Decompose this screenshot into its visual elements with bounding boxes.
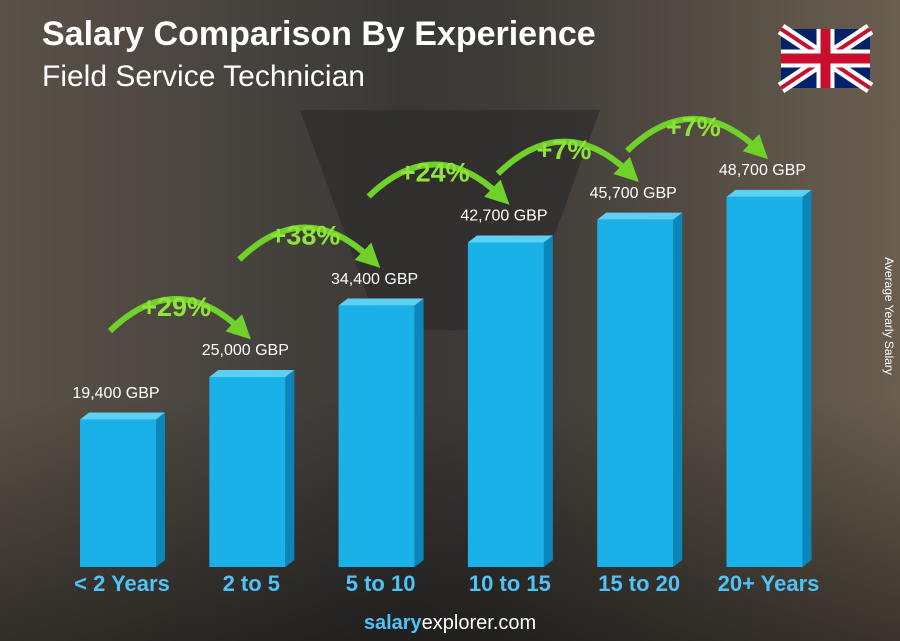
bar-side xyxy=(285,370,295,567)
bar-side xyxy=(414,298,424,567)
source-brand: salary xyxy=(364,612,423,634)
increase-label: +7% xyxy=(537,135,592,165)
source: salaryexplorer.com xyxy=(364,612,536,634)
increase-arrow xyxy=(366,161,510,205)
value-label: 42,700 GBP xyxy=(460,208,547,225)
bar xyxy=(209,377,286,567)
chart-subtitle: Field Service Technician xyxy=(42,60,365,93)
bar xyxy=(726,196,803,567)
bar-top xyxy=(467,235,553,243)
flag xyxy=(777,23,874,94)
increase-arrow xyxy=(495,138,639,183)
y-axis-label: Average Yearly Salary xyxy=(882,257,896,375)
bar-top xyxy=(597,212,683,220)
x-tick-label: < 2 Years xyxy=(74,571,170,596)
increase-arrow xyxy=(237,224,381,268)
chart-title: Salary Comparison By Experience xyxy=(42,15,596,53)
x-tick-label: 10 to 15 xyxy=(469,571,551,596)
bar-top xyxy=(209,370,295,377)
increase-label: +38% xyxy=(271,221,341,251)
bar-side xyxy=(802,189,812,567)
increase-label: +29% xyxy=(141,292,211,322)
x-tick-label: 20+ Years xyxy=(718,571,820,596)
bar xyxy=(597,219,674,567)
increase-arrow xyxy=(625,116,769,160)
x-tick-label: 2 to 5 xyxy=(223,571,280,596)
value-label: 48,700 GBP xyxy=(719,162,806,179)
bar-side xyxy=(543,235,553,568)
value-label: 19,400 GBP xyxy=(72,385,159,402)
bar-side xyxy=(673,212,683,567)
x-tick-label: 15 to 20 xyxy=(598,571,680,596)
bar xyxy=(338,305,415,567)
increase-label: +7% xyxy=(666,112,721,142)
bar-side xyxy=(156,412,165,567)
bar-top xyxy=(80,412,165,420)
x-tick-label: 5 to 10 xyxy=(346,571,416,596)
bar xyxy=(467,242,544,568)
source-domain: explorer.com xyxy=(422,612,537,634)
increase-label: +24% xyxy=(400,158,470,188)
bar xyxy=(80,419,156,567)
value-label: 34,400 GBP xyxy=(331,271,418,288)
bar-top xyxy=(726,189,812,197)
increase-arrow xyxy=(107,296,251,340)
value-label: 45,700 GBP xyxy=(590,185,677,202)
bar-top xyxy=(338,298,424,306)
value-label: 25,000 GBP xyxy=(202,342,289,359)
